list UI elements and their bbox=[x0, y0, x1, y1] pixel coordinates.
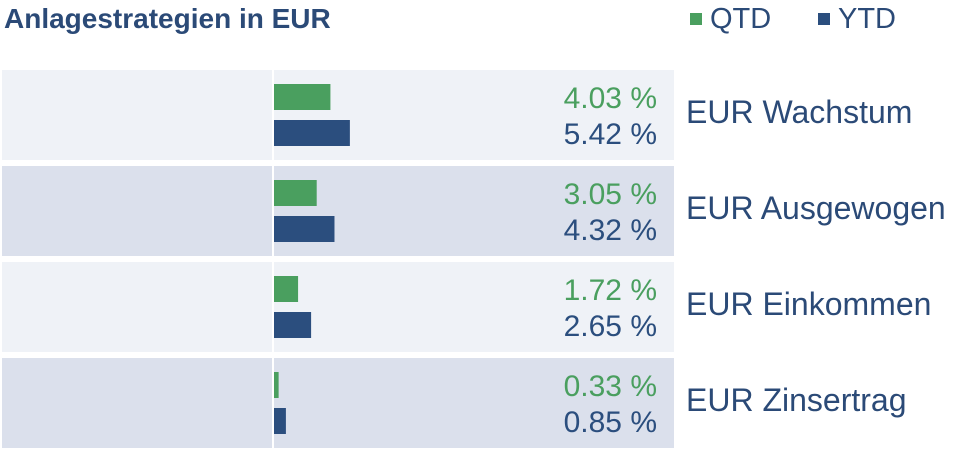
bar-qtd bbox=[274, 276, 299, 302]
legend: QTD YTD bbox=[690, 3, 896, 35]
value-labels: 4.03 %5.42 % 3.05 %4.32 % 1.72 %2.65 % 0.33… bbox=[564, 82, 657, 439]
value-label-ytd: 0.85 % bbox=[564, 406, 657, 439]
row-background bbox=[2, 262, 674, 352]
legend-swatch-ytd bbox=[818, 13, 830, 25]
row-background bbox=[2, 358, 674, 448]
legend-swatch-qtd bbox=[690, 13, 702, 25]
legend-label-ytd: YTD bbox=[838, 3, 896, 35]
value-label-qtd: 1.72 % bbox=[564, 274, 657, 307]
bar-qtd bbox=[274, 180, 317, 206]
bars bbox=[274, 84, 350, 434]
category-label: EUR Wachstum bbox=[686, 94, 912, 130]
value-label-ytd: 4.32 % bbox=[564, 214, 657, 247]
category-label: EUR Ausgewogen bbox=[686, 190, 946, 226]
category-label: EUR Einkommen bbox=[686, 286, 931, 322]
bar-qtd bbox=[274, 372, 279, 398]
bar-ytd bbox=[274, 216, 335, 242]
value-label-ytd: 5.42 % bbox=[564, 118, 657, 151]
row-backgrounds bbox=[2, 70, 674, 448]
chart-title: Anlagestrategien in EUR bbox=[4, 3, 331, 34]
category-labels: EUR Wachstum EUR Ausgewogen EUR Einkommen E… bbox=[686, 94, 946, 418]
value-label-qtd: 4.03 % bbox=[564, 82, 657, 115]
value-label-qtd: 3.05 % bbox=[564, 178, 657, 211]
bar-ytd bbox=[274, 312, 312, 338]
bar-ytd bbox=[274, 408, 286, 434]
value-label-ytd: 2.65 % bbox=[564, 310, 657, 343]
bar-ytd bbox=[274, 120, 350, 146]
value-label-qtd: 0.33 % bbox=[564, 370, 657, 403]
category-label: EUR Zinsertrag bbox=[686, 382, 907, 418]
legend-label-qtd: QTD bbox=[710, 3, 771, 35]
row-background bbox=[2, 166, 674, 256]
bar-qtd bbox=[274, 84, 331, 110]
